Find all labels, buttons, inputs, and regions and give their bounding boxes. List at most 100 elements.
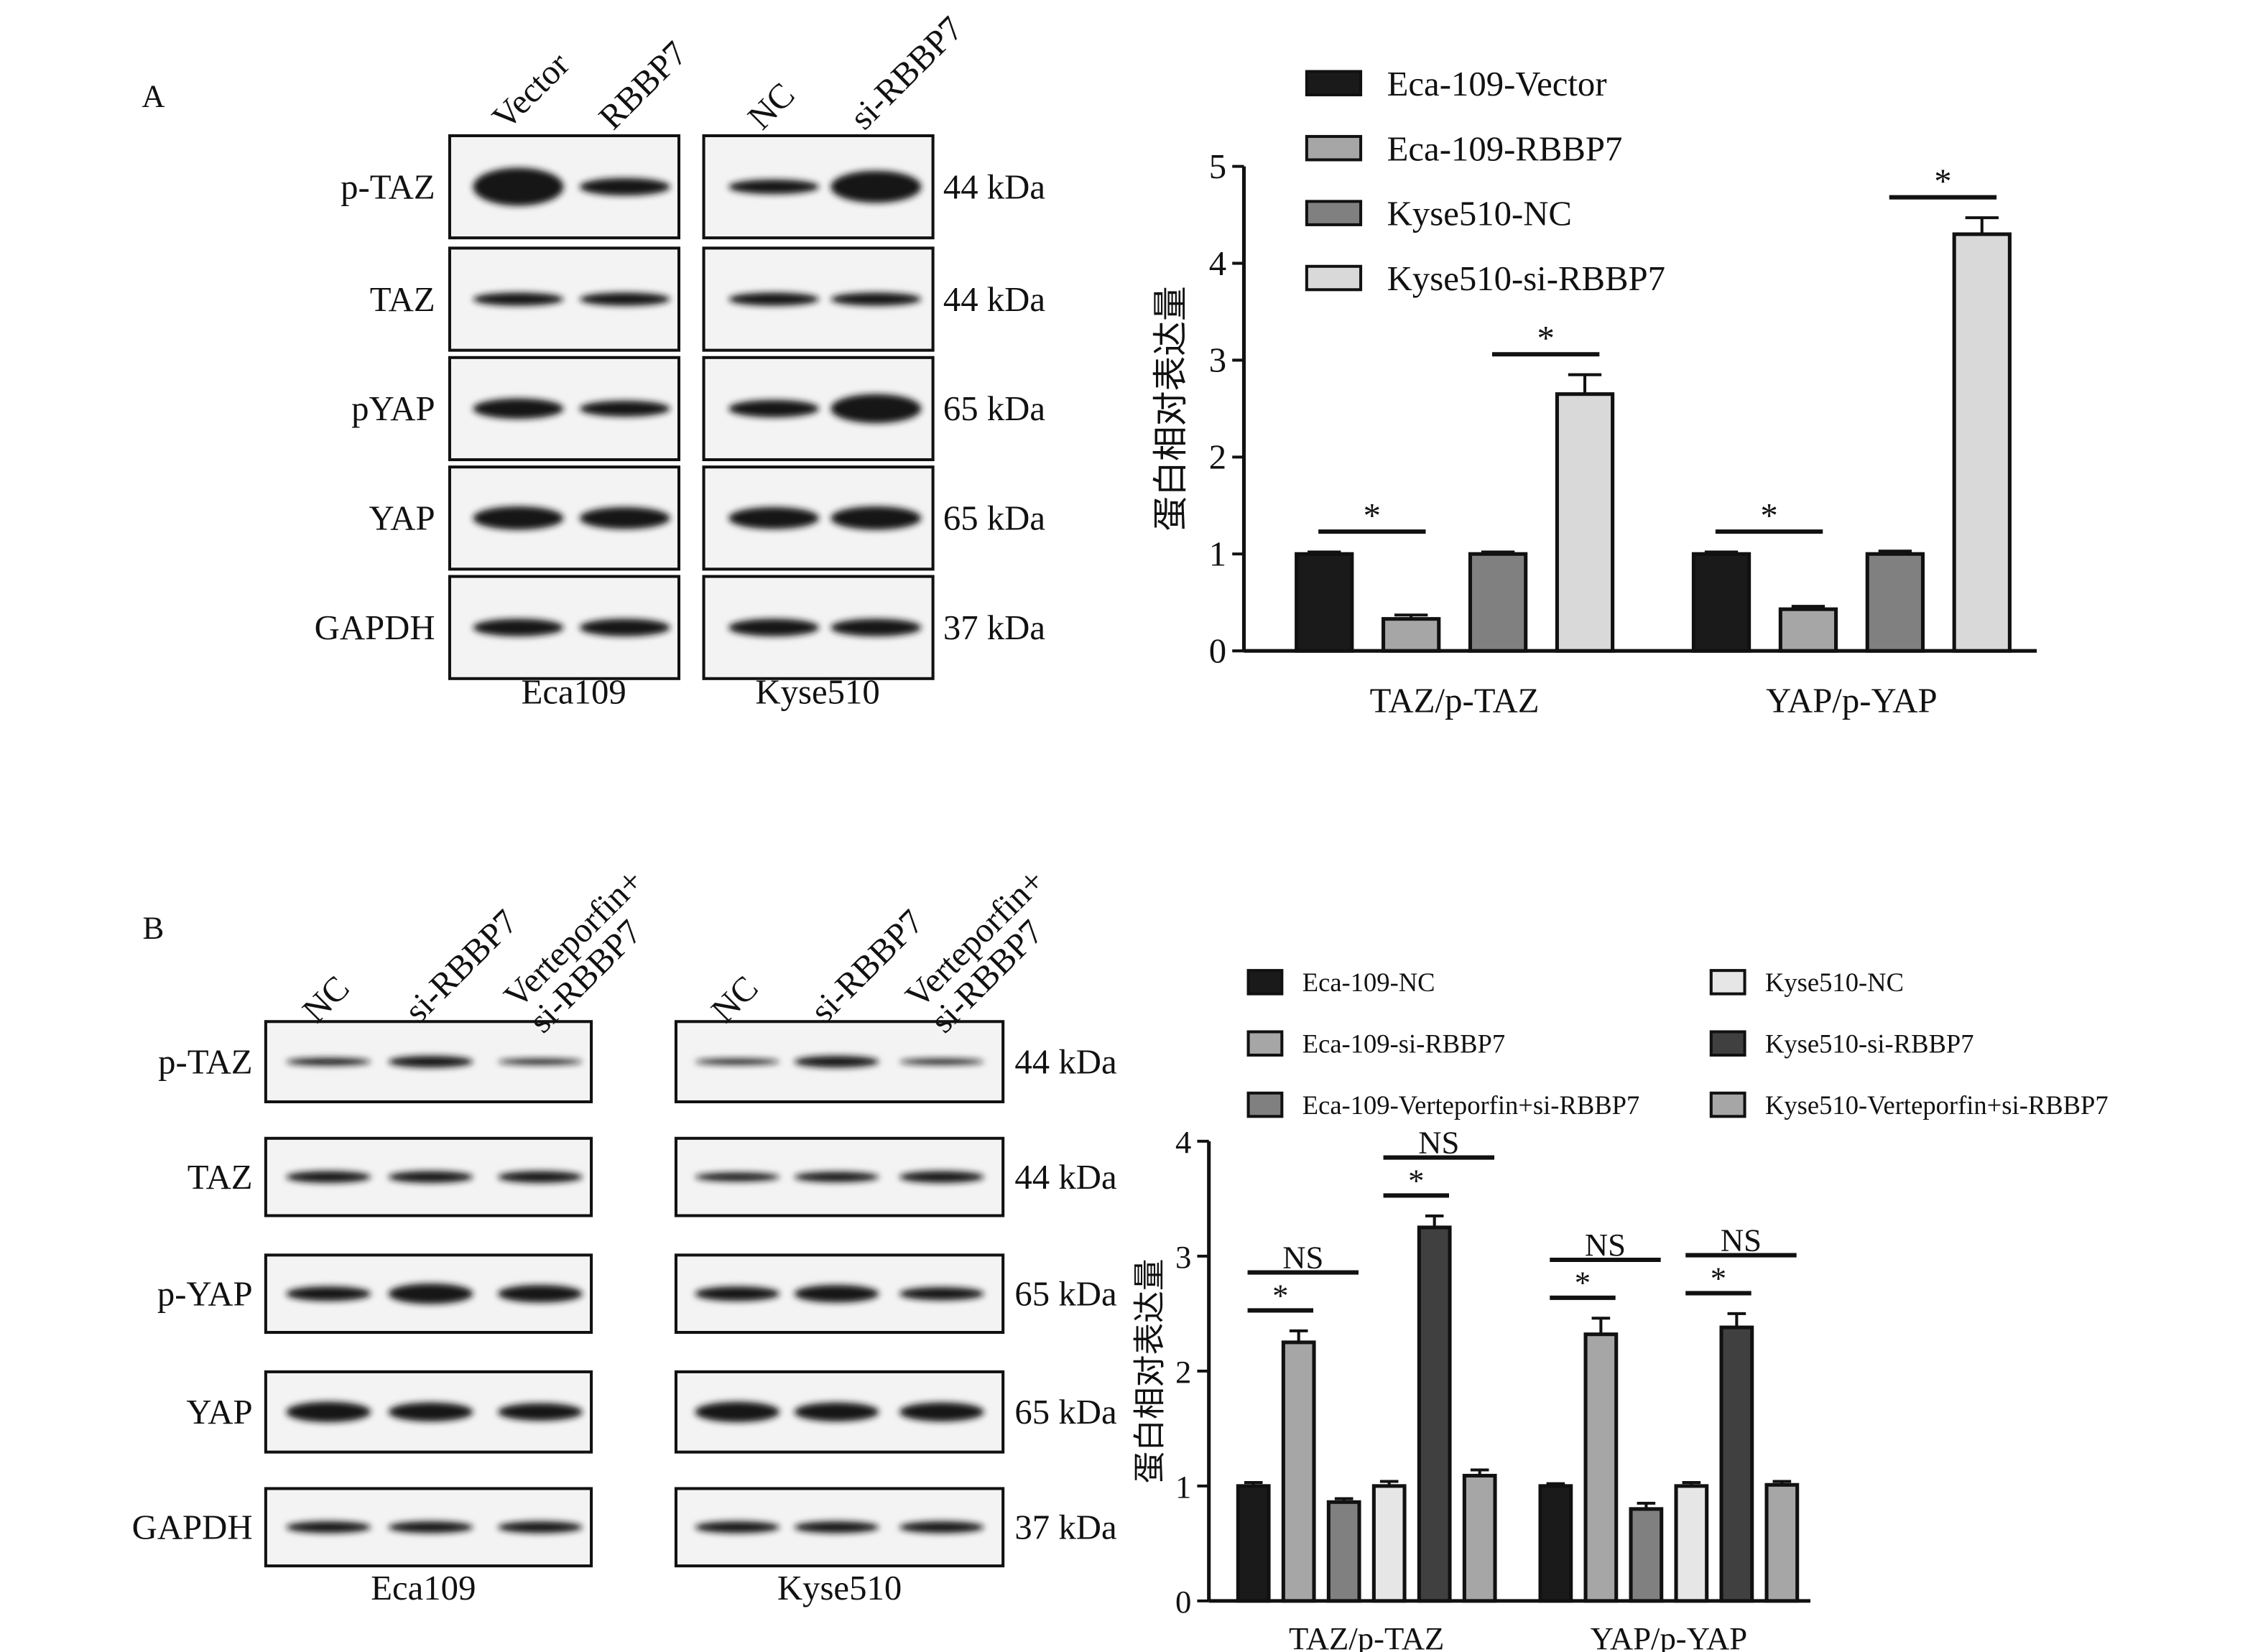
significance-label: NS <box>1418 1125 1459 1161</box>
legend-label: Kyse510-Verteporfin+si-RBBP7 <box>1765 1090 2109 1120</box>
blot-band <box>830 394 922 424</box>
blot-band <box>473 506 564 530</box>
blot-size-label: 44 kDa <box>1014 1042 1116 1081</box>
blot-band <box>830 170 922 203</box>
blot-band <box>794 1402 879 1421</box>
x-tick-label: YAP/p-YAP <box>1591 1620 1748 1652</box>
bar <box>1326 1500 1361 1603</box>
cell-line-label: Kyse510 <box>777 1569 902 1607</box>
y-tick-label: 0 <box>1209 631 1226 670</box>
blot-band <box>473 167 564 206</box>
blot-size-label: 44 kDa <box>943 280 1045 319</box>
bar <box>1295 552 1354 653</box>
blot-band <box>794 1521 879 1533</box>
lane-label: RBBP7 <box>591 34 695 137</box>
blot-size-label: 44 kDa <box>1014 1158 1116 1197</box>
legend-label: Eca-109-Vector <box>1387 65 1607 103</box>
legend-label: Eca-109-si-RBBP7 <box>1302 1029 1505 1059</box>
legend-swatch <box>1305 134 1363 162</box>
blot-size-label: 65 kDa <box>943 389 1045 428</box>
blot-band <box>579 618 670 636</box>
legend-swatch <box>1709 1030 1746 1057</box>
blot-band <box>728 292 820 306</box>
legend-swatch <box>1305 264 1363 292</box>
legend-label: Kyse510-si-RBBP7 <box>1765 1029 1974 1059</box>
blot-band <box>498 1521 583 1533</box>
significance-label: * <box>1537 319 1554 358</box>
blot-band <box>794 1285 879 1303</box>
blot-band <box>579 177 670 196</box>
bar <box>1382 617 1441 653</box>
bar <box>1583 1332 1619 1603</box>
y-tick-label: 3 <box>1209 341 1226 380</box>
blot-row-label: p-TAZ <box>158 1042 252 1081</box>
legend-swatch <box>1246 1091 1284 1118</box>
blot-size-label: 37 kDa <box>1014 1508 1116 1547</box>
bar <box>1764 1482 1800 1603</box>
blot-size-label: 65 kDa <box>943 499 1045 538</box>
blot-band <box>695 1521 780 1533</box>
panel-label: A <box>142 78 165 113</box>
y-tick-label: 4 <box>1209 244 1226 283</box>
blot-band <box>830 292 922 306</box>
significance-label: NS <box>1721 1222 1762 1258</box>
blot-band <box>899 1402 984 1421</box>
bar <box>1865 552 1925 653</box>
significance-label: NS <box>1585 1227 1626 1263</box>
bar <box>1691 552 1751 653</box>
blot-band <box>498 1059 583 1065</box>
cell-line-label: Eca109 <box>371 1569 476 1607</box>
blot-band <box>388 1402 473 1421</box>
significance-label: * <box>1364 496 1381 535</box>
bar <box>1719 1325 1754 1603</box>
significance-label: * <box>1711 1260 1726 1296</box>
significance-label: * <box>1760 496 1777 535</box>
significance-label: * <box>1575 1265 1591 1301</box>
blot-band <box>286 1521 371 1533</box>
significance-label: * <box>1408 1162 1424 1198</box>
blot-band <box>695 1286 780 1301</box>
blot-band <box>579 507 670 529</box>
blot-band <box>286 1401 371 1422</box>
blot-band <box>579 292 670 306</box>
x-tick-label: TAZ/p-TAZ <box>1370 682 1540 720</box>
bar <box>1555 392 1615 653</box>
y-tick-label: 2 <box>1209 438 1226 477</box>
bar <box>1462 1473 1497 1603</box>
legend-label: Kyse510-si-RBBP7 <box>1387 259 1665 298</box>
blot-band <box>830 618 922 636</box>
blot-band <box>473 292 564 306</box>
legend-label: Eca-109-Verteporfin+si-RBBP7 <box>1302 1090 1640 1120</box>
blot-size-label: 65 kDa <box>1014 1393 1116 1431</box>
lane-label: si-RBBP7 <box>843 9 971 137</box>
significance-label: * <box>1272 1277 1288 1313</box>
blot-band <box>728 399 820 418</box>
blot-band <box>728 507 820 529</box>
bar <box>1674 1484 1709 1603</box>
blot-band <box>899 1521 984 1533</box>
y-tick-label: 4 <box>1175 1124 1191 1160</box>
blot-band <box>695 1059 780 1065</box>
bar <box>1371 1484 1407 1603</box>
blot-band <box>388 1056 473 1068</box>
bar <box>1281 1340 1316 1603</box>
blot-row-label: YAP <box>186 1393 252 1431</box>
legend-swatch <box>1305 200 1363 226</box>
cell-line-label: Kyse510 <box>755 672 879 711</box>
legend-swatch <box>1246 1030 1284 1057</box>
blot-band <box>388 1283 473 1304</box>
blot-band <box>473 398 564 419</box>
blot-size-label: 65 kDa <box>1014 1274 1116 1313</box>
blot-band <box>388 1521 473 1533</box>
cell-line-label: Eca109 <box>522 672 626 711</box>
panel-label: B <box>142 909 164 945</box>
blot-size-label: 44 kDa <box>943 167 1045 206</box>
bar <box>1952 232 2012 653</box>
legend-label: Eca-109-NC <box>1302 967 1435 997</box>
blot-row-label: YAP <box>369 499 435 538</box>
bar <box>1236 1484 1271 1603</box>
blot-band <box>498 1403 583 1421</box>
bar <box>1417 1225 1452 1603</box>
y-tick-label: 3 <box>1175 1239 1191 1275</box>
